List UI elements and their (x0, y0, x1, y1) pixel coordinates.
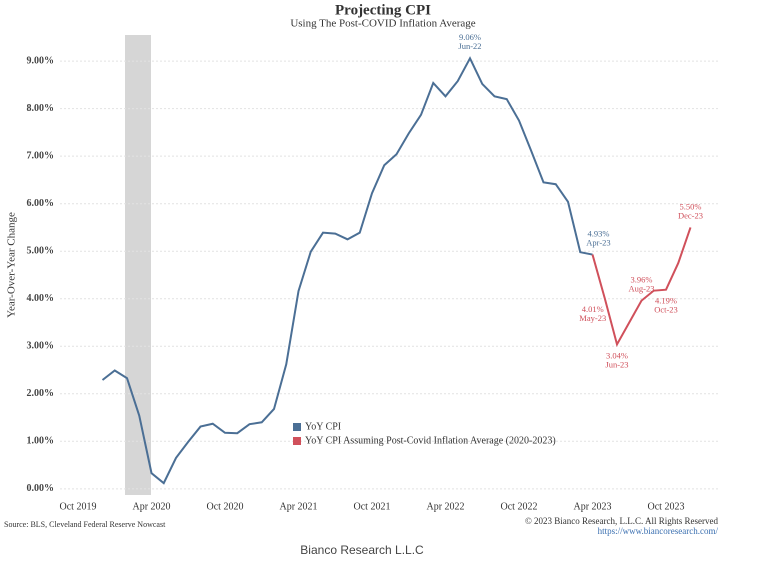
x-tick-label: Oct 2023 (648, 501, 685, 512)
chart-subtitle: Using The Post-COVID Inflation Average (290, 18, 475, 30)
data-label-date: Jun-23 (605, 359, 628, 369)
recession-band (125, 35, 151, 495)
legend-label: YoY CPI (305, 421, 341, 432)
y-tick-label: 2.00% (27, 388, 55, 399)
data-label: 4.01% (582, 304, 604, 314)
footer: Bianco Research L.L.C (300, 543, 424, 557)
data-label-date: Aug-23 (629, 284, 655, 294)
x-tick-label: Apr 2022 (426, 501, 464, 512)
data-label-date: Jun-22 (458, 41, 481, 51)
copyright: © 2023 Bianco Research, L.L.C. All Right… (525, 516, 719, 526)
x-tick-label: Oct 2021 (354, 501, 391, 512)
legend-label: YoY CPI Assuming Post-Covid Inflation Av… (305, 435, 556, 446)
y-tick-label: 5.00% (27, 246, 55, 257)
data-label-date: Apr-23 (586, 237, 610, 247)
series-line (101, 56, 593, 485)
y-tick-label: 0.00% (27, 483, 55, 494)
x-tick-label: Oct 2020 (207, 501, 244, 512)
url: https://www.biancoresearch.com/ (598, 526, 719, 536)
y-tick-label: 4.00% (27, 293, 55, 304)
y-tick-label: 9.00% (27, 55, 55, 66)
data-label: 5.50% (680, 201, 702, 211)
data-label: 4.19% (655, 296, 677, 306)
x-tick-label: Oct 2019 (60, 501, 97, 512)
x-tick-label: Apr 2020 (132, 501, 170, 512)
chart-title: Projecting CPI (335, 2, 431, 18)
y-tick-label: 7.00% (27, 150, 55, 161)
series-line (591, 227, 692, 347)
legend-swatch (293, 423, 301, 431)
x-tick-label: Oct 2022 (501, 501, 538, 512)
data-label-date: Oct-23 (654, 305, 678, 315)
x-tick-label: Apr 2021 (279, 501, 317, 512)
y-axis-label: Year-Over-Year Change (6, 212, 18, 318)
x-tick-label: Apr 2023 (573, 501, 611, 512)
source: Source: BLS, Cleveland Federal Reserve N… (4, 520, 166, 529)
y-tick-label: 3.00% (27, 341, 55, 352)
legend-swatch (293, 437, 301, 445)
y-tick-label: 8.00% (27, 103, 55, 114)
data-label: 3.96% (631, 275, 653, 285)
data-label-date: May-23 (579, 313, 606, 323)
y-tick-label: 1.00% (27, 436, 55, 447)
y-tick-label: 6.00% (27, 198, 55, 209)
data-label-date: Dec-23 (678, 210, 703, 220)
data-label: 9.06% (459, 32, 481, 42)
data-label: 3.04% (606, 350, 628, 360)
data-label: 4.93% (588, 228, 610, 238)
